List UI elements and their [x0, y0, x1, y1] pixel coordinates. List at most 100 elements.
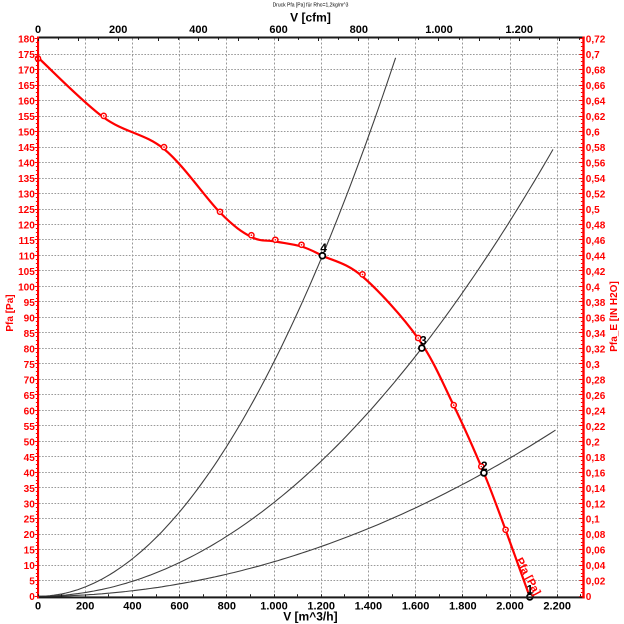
svg-text:Pfa [Pa]: Pfa [Pa]: [5, 294, 16, 331]
svg-text:0,24: 0,24: [586, 406, 606, 417]
svg-text:1.000: 1.000: [425, 24, 453, 36]
svg-text:Pfa_E [IN H2O]: Pfa_E [IN H2O]: [609, 281, 620, 352]
svg-text:0,64: 0,64: [586, 97, 606, 108]
svg-text:V [m^3/h]: V [m^3/h]: [283, 610, 337, 624]
svg-text:180: 180: [18, 35, 35, 46]
svg-text:0,18: 0,18: [586, 453, 606, 464]
svg-text:100: 100: [18, 282, 35, 293]
svg-text:400: 400: [189, 24, 207, 36]
svg-text:0,08: 0,08: [586, 530, 606, 541]
svg-text:0,54: 0,54: [586, 174, 606, 185]
svg-text:45: 45: [24, 453, 36, 464]
svg-text:35: 35: [24, 484, 36, 495]
svg-text:0,4: 0,4: [586, 282, 600, 293]
svg-text:200: 200: [76, 600, 94, 612]
svg-text:1.200: 1.200: [307, 600, 335, 612]
svg-text:200: 200: [109, 24, 127, 36]
svg-text:1.200: 1.200: [505, 24, 533, 36]
svg-text:130: 130: [18, 189, 35, 200]
svg-text:25: 25: [24, 515, 36, 526]
svg-text:0,34: 0,34: [586, 329, 606, 340]
svg-text:0,44: 0,44: [586, 251, 606, 262]
svg-text:2.200: 2.200: [543, 600, 571, 612]
svg-text:0,68: 0,68: [586, 66, 606, 77]
svg-text:85: 85: [24, 329, 36, 340]
svg-text:0,2: 0,2: [586, 437, 600, 448]
svg-text:0,66: 0,66: [586, 81, 606, 92]
svg-text:30: 30: [24, 499, 36, 510]
svg-text:15: 15: [24, 546, 36, 557]
svg-text:0,5: 0,5: [586, 205, 600, 216]
svg-text:0,58: 0,58: [586, 143, 606, 154]
svg-text:105: 105: [18, 267, 35, 278]
svg-text:0,46: 0,46: [586, 236, 606, 247]
svg-text:0,3: 0,3: [586, 360, 600, 371]
svg-text:V [cfm]: V [cfm]: [290, 11, 331, 25]
svg-text:0,36: 0,36: [586, 313, 606, 324]
svg-text:0,1: 0,1: [586, 515, 600, 526]
svg-text:95: 95: [24, 298, 36, 309]
svg-text:70: 70: [24, 375, 36, 386]
svg-text:145: 145: [18, 143, 35, 154]
svg-text:0,52: 0,52: [586, 189, 606, 200]
svg-text:0,22: 0,22: [586, 422, 606, 433]
svg-text:115: 115: [19, 236, 36, 247]
svg-text:3: 3: [420, 333, 427, 347]
svg-text:0,48: 0,48: [586, 220, 606, 231]
svg-text:800: 800: [218, 600, 236, 612]
svg-text:135: 135: [18, 174, 35, 185]
svg-text:155: 155: [18, 112, 35, 123]
svg-text:0,62: 0,62: [586, 112, 606, 123]
svg-text:600: 600: [170, 600, 188, 612]
svg-text:0: 0: [29, 592, 35, 603]
svg-text:0: 0: [586, 592, 592, 603]
svg-text:0,02: 0,02: [586, 577, 606, 588]
svg-text:90: 90: [24, 313, 36, 324]
svg-text:60: 60: [24, 406, 36, 417]
svg-text:10: 10: [24, 561, 36, 572]
svg-text:0,42: 0,42: [586, 267, 606, 278]
svg-text:600: 600: [269, 24, 287, 36]
svg-text:0,28: 0,28: [586, 375, 606, 386]
svg-text:0,14: 0,14: [586, 484, 606, 495]
svg-text:50: 50: [24, 437, 36, 448]
svg-text:140: 140: [18, 158, 35, 169]
svg-text:1.800: 1.800: [449, 600, 477, 612]
svg-text:400: 400: [123, 600, 141, 612]
svg-text:0: 0: [35, 24, 41, 36]
svg-text:2.000: 2.000: [496, 600, 524, 612]
svg-text:160: 160: [18, 97, 35, 108]
svg-text:0: 0: [35, 600, 41, 612]
svg-text:0,12: 0,12: [586, 499, 606, 510]
svg-text:Druck Pfa [Pa] für Rho=1,2kg/m: Druck Pfa [Pa] für Rho=1,2kg/m^3: [273, 2, 349, 8]
svg-text:165: 165: [18, 81, 35, 92]
svg-text:80: 80: [24, 344, 36, 355]
svg-text:0,32: 0,32: [586, 344, 606, 355]
svg-text:20: 20: [24, 530, 36, 541]
svg-text:4: 4: [320, 241, 327, 255]
svg-text:110: 110: [19, 251, 36, 262]
svg-text:0,56: 0,56: [586, 158, 606, 169]
svg-text:55: 55: [24, 422, 36, 433]
svg-text:0,38: 0,38: [586, 298, 606, 309]
svg-text:150: 150: [18, 128, 35, 139]
svg-text:0,16: 0,16: [586, 468, 606, 479]
svg-text:0,72: 0,72: [586, 35, 606, 46]
svg-text:0,06: 0,06: [586, 546, 606, 557]
svg-text:0,04: 0,04: [586, 561, 606, 572]
svg-text:2: 2: [481, 459, 488, 473]
svg-text:1: 1: [527, 582, 534, 596]
svg-text:125: 125: [18, 205, 35, 216]
svg-text:5: 5: [29, 577, 35, 588]
svg-text:120: 120: [18, 220, 35, 231]
svg-text:175: 175: [18, 50, 35, 61]
svg-text:1.000: 1.000: [260, 600, 288, 612]
svg-text:40: 40: [24, 468, 36, 479]
svg-text:1.400: 1.400: [355, 600, 383, 612]
svg-text:0,7: 0,7: [586, 50, 600, 61]
svg-text:65: 65: [24, 391, 36, 402]
svg-text:170: 170: [18, 66, 35, 77]
svg-text:800: 800: [350, 24, 368, 36]
svg-text:0,26: 0,26: [586, 391, 606, 402]
svg-text:1.600: 1.600: [402, 600, 430, 612]
